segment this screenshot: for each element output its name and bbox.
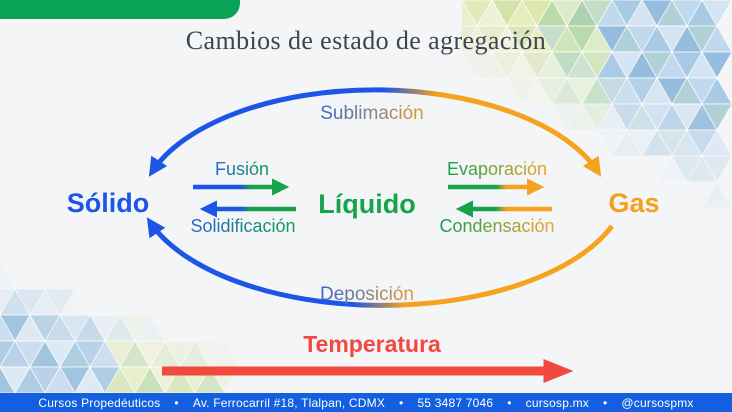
- triangle-mosaic-top-right-decoration: [462, 0, 732, 208]
- mosaic-triangle: [491, 77, 523, 105]
- mosaic-triangle: [506, 77, 538, 105]
- mosaic-triangle: [194, 340, 226, 368]
- mosaic-triangle: [119, 314, 151, 342]
- slide-title: Cambios de estado de agregación: [185, 26, 547, 55]
- footer-separator: •: [603, 395, 608, 410]
- mosaic-triangle: [656, 155, 688, 183]
- state-gas-label: Gas: [608, 188, 659, 218]
- mosaic-triangle: [626, 129, 658, 157]
- mosaic-triangle: [0, 288, 16, 316]
- mosaic-triangle: [686, 155, 718, 183]
- mosaic-triangle: [596, 103, 628, 131]
- temperature-label: Temperatura: [303, 331, 441, 357]
- footer-social: @cursospmx: [621, 395, 694, 410]
- mosaic-triangle: [551, 77, 583, 105]
- footer-phone: 55 3487 7046: [417, 395, 494, 410]
- solidification-label: Solidificación: [190, 216, 295, 236]
- mosaic-triangle: [164, 340, 196, 368]
- deposition-label: Deposición: [320, 284, 414, 305]
- mosaic-triangle: [14, 288, 46, 316]
- sublimation-label: Sublimación: [320, 103, 424, 124]
- mosaic-triangle: [551, 103, 583, 131]
- mosaic-triangle: [671, 155, 703, 183]
- footer-separator: •: [174, 395, 179, 410]
- mosaic-triangle: [566, 103, 598, 131]
- mosaic-triangle: [701, 155, 732, 183]
- footer-brand: Cursos Propedéuticos: [38, 395, 161, 410]
- footer-address: Av. Ferrocarril #18, Tlalpan, CDMX: [192, 395, 386, 410]
- triangle-mosaic-bottom-left-decoration: [0, 263, 240, 393]
- condensation-label: Condensación: [439, 216, 554, 236]
- mosaic-triangle: [701, 103, 732, 131]
- mosaic-triangle: [0, 263, 16, 290]
- mosaic-triangle: [476, 51, 508, 79]
- mosaic-triangle: [701, 181, 732, 208]
- state-solid-label: Sólido: [67, 188, 150, 218]
- mosaic-triangle: [611, 129, 643, 157]
- mosaic-triangle: [656, 129, 688, 157]
- mosaic-triangle: [44, 288, 76, 316]
- footer-separator: •: [507, 395, 512, 410]
- footer-website: cursosp.mx: [525, 395, 590, 410]
- mosaic-triangle: [462, 51, 493, 79]
- mosaic-triangle: [701, 0, 732, 27]
- mosaic-triangle: [462, 25, 478, 53]
- footer-separator: •: [399, 395, 404, 410]
- state-liquid-label: Líquido: [318, 189, 415, 219]
- fusion-label: Fusión: [215, 159, 269, 179]
- mosaic-triangle: [89, 314, 121, 342]
- mosaic-triangle: [701, 129, 732, 157]
- deposition-arc-arrow: [146, 217, 614, 308]
- mosaic-triangle: [701, 51, 732, 79]
- evaporation-label: Evaporación: [447, 159, 547, 179]
- sublimation-arc-arrow: [148, 87, 602, 177]
- mosaic-triangle: [536, 77, 568, 105]
- mosaic-triangle: [521, 77, 553, 105]
- header-green-bar: [0, 0, 240, 19]
- mosaic-triangle: [581, 103, 613, 131]
- mosaic-triangle: [641, 129, 673, 157]
- mosaic-triangle: [596, 129, 628, 157]
- footer-bar: Cursos Propedéuticos • Av. Ferrocarril #…: [0, 393, 732, 412]
- mosaic-triangle: [462, 51, 478, 79]
- mosaic-triangle: [491, 51, 523, 79]
